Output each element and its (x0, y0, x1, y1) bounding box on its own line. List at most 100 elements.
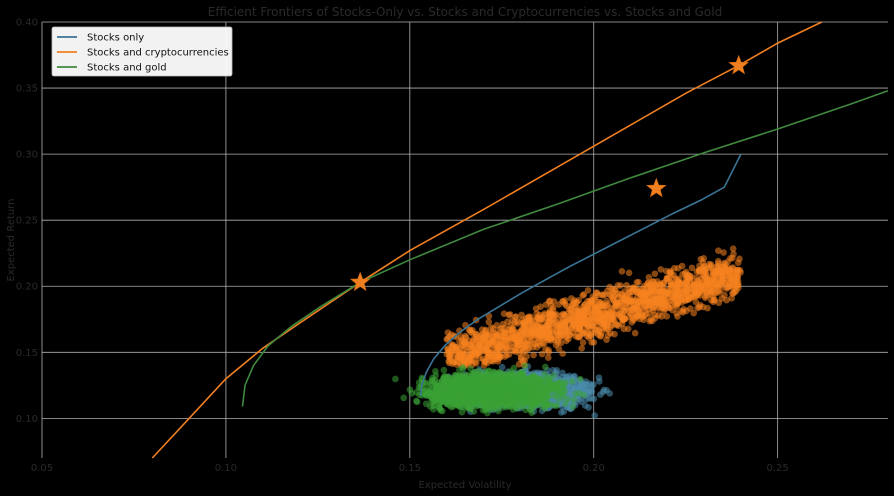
scatter-point (455, 348, 463, 356)
scatter-point (541, 363, 549, 371)
scatter-point (518, 311, 525, 319)
scatter-point (544, 387, 551, 395)
scatter-point (670, 265, 678, 272)
scatter-point (543, 374, 551, 382)
scatter-point (608, 322, 615, 329)
scatter-point (729, 245, 737, 252)
x-tick-labels: 0.05 0.10 0.15 0.20 0.25 (31, 463, 789, 474)
scatter-point (542, 345, 549, 353)
scatter-point (663, 275, 670, 283)
scatter-point (609, 289, 616, 297)
scatter-point (578, 319, 585, 327)
scatter-point (618, 305, 626, 313)
scatter-point (528, 409, 535, 416)
scatter-point (480, 388, 488, 396)
scatter-point (608, 315, 616, 323)
scatter-point (524, 388, 532, 396)
scatter-point (561, 379, 569, 386)
scatter-point (597, 332, 605, 339)
scatter-point (692, 298, 700, 306)
scatter-point (723, 285, 731, 292)
scatter-point (530, 351, 537, 359)
scatter-point (657, 266, 665, 273)
scatter-point (499, 320, 507, 328)
scatter-point (701, 294, 709, 302)
scatter-point (633, 279, 641, 286)
scatter-point (492, 374, 499, 382)
x-axis-label: Expected Volatility (418, 480, 511, 491)
scatter-point (688, 285, 695, 292)
scatter-point (448, 384, 456, 392)
x-tick-label: 0.25 (767, 463, 789, 474)
scatter-point (488, 349, 496, 356)
scatter-point (651, 270, 659, 278)
scatter-point (559, 350, 566, 357)
legend-label: Stocks and cryptocurrencies (87, 48, 229, 59)
x-tick-label: 0.15 (399, 463, 421, 474)
scatter-point (478, 381, 485, 388)
y-tick-label: 0.15 (16, 348, 38, 359)
scatter-point (640, 304, 648, 311)
scatter-point (712, 273, 720, 280)
scatter-point (625, 297, 632, 305)
scatter-point (720, 260, 728, 267)
scatter-point (607, 329, 614, 337)
scatter-point (590, 338, 598, 346)
scatter-point (558, 409, 565, 416)
scatter-point (448, 341, 455, 348)
scatter-point (667, 287, 675, 295)
y-tick-label: 0.10 (16, 414, 38, 425)
scatter-point (452, 372, 460, 379)
scatter-point (658, 304, 666, 312)
scatter-point (559, 369, 566, 377)
scatter-point (513, 384, 521, 392)
scatter-point (576, 383, 584, 391)
scatter-point (436, 405, 444, 413)
scatter-point (514, 318, 522, 326)
scatter-point (443, 373, 451, 381)
x-tick-label: 0.20 (583, 463, 605, 474)
scatter-point (629, 304, 637, 312)
scatter-point (509, 334, 517, 342)
scatter-point (716, 281, 724, 288)
scatter-point (520, 342, 528, 349)
scatter-point (596, 378, 603, 385)
scatter-point (522, 406, 529, 414)
scatter-point (485, 379, 492, 387)
scatter-point (507, 382, 515, 390)
scatter-point (630, 316, 637, 324)
scatter-point (560, 298, 567, 305)
scatter-point (475, 367, 482, 375)
scatter-point (679, 309, 687, 316)
scatter-point (655, 300, 662, 307)
scatter-point (529, 394, 536, 402)
scatter-point (546, 316, 553, 324)
scatter-point (485, 367, 493, 374)
scatter-point (484, 353, 492, 361)
scatter-point (624, 325, 632, 333)
scatter-point (478, 372, 486, 380)
scatter-point (485, 318, 493, 326)
scatter-point (445, 359, 453, 367)
scatter-point (714, 262, 722, 270)
scatter-point (693, 274, 701, 281)
scatter-point (461, 332, 469, 340)
scatter-point (536, 393, 544, 401)
scatter-point (568, 295, 575, 302)
legend-label: Stocks only (87, 33, 144, 44)
scatter-point (719, 271, 726, 278)
frontier-line-1 (419, 153, 742, 396)
y-tick-label: 0.20 (16, 282, 38, 293)
scatter-point (733, 266, 741, 274)
scatter-point (507, 403, 515, 410)
scatter-point (683, 281, 691, 289)
scatter-point (498, 392, 506, 399)
scatter-point (514, 393, 522, 401)
scatter-point (518, 388, 526, 396)
scatter-point (579, 292, 586, 299)
scatter-point (729, 254, 736, 262)
scatter-point (532, 305, 540, 312)
scatter-point (435, 385, 443, 393)
scatter-point (646, 281, 654, 289)
scatter-point (565, 335, 572, 343)
